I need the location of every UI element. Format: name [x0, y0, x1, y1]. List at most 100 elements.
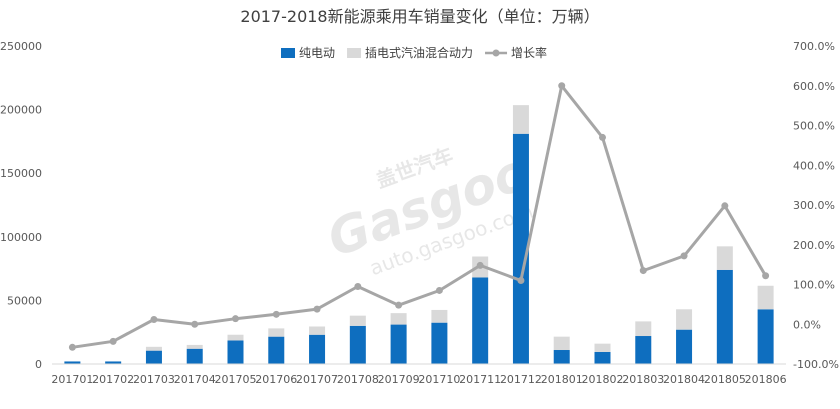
bar-phev [635, 321, 652, 337]
growth-rate-point [150, 315, 158, 323]
x-tick-label: 201712 [500, 373, 542, 386]
legend-point-marker [492, 49, 500, 57]
bar-bev [594, 351, 611, 364]
y-left-tick-label: 250000 [0, 40, 42, 53]
x-tick-label: 201705 [215, 373, 257, 386]
growth-rate-point [558, 82, 566, 90]
bar-bev [431, 322, 448, 364]
x-tick-label: 201704 [174, 373, 216, 386]
growth-rate-point [395, 301, 403, 309]
y-right-tick-label: -100.0% [793, 358, 839, 371]
x-tick-label: 201803 [622, 373, 664, 386]
x-tick-label: 201709 [378, 373, 420, 386]
x-tick-label: 201706 [255, 373, 297, 386]
y-right-tick-label: 600.0% [793, 80, 835, 93]
growth-rate-point [272, 310, 280, 318]
x-tick-label: 201701 [51, 373, 93, 386]
x-tick-label: 201805 [704, 373, 746, 386]
growth-rate-series [68, 82, 770, 351]
growth-rate-line [72, 84, 767, 349]
bar-phev [349, 315, 366, 326]
x-tick-label: 201702 [92, 373, 134, 386]
bar-bev [309, 334, 326, 364]
y-left-tick-label: 200000 [0, 104, 42, 117]
chart-title: 2017-2018新能源乘用车销量变化（单位：万辆） [240, 7, 599, 26]
bar-phev [145, 346, 162, 351]
bar-bev [227, 340, 244, 364]
growth-rate-point [721, 202, 729, 210]
growth-rate-point [109, 337, 117, 345]
y-right-tick-label: 700.0% [793, 40, 835, 53]
growth-rate-point [599, 133, 606, 141]
legend-label: 插电式汽油混合动力 [365, 45, 473, 60]
y-left-tick-label: 100000 [0, 231, 42, 244]
bar-bev [512, 133, 529, 364]
y-right-tick-label: 400.0% [793, 159, 835, 172]
x-tick-label: 201711 [459, 373, 501, 386]
x-tick-label: 201707 [296, 373, 338, 386]
bar-bev [64, 361, 81, 364]
legend-label: 纯电动 [299, 46, 335, 60]
bar-bev [268, 336, 285, 364]
growth-rate-point [517, 277, 525, 285]
growth-rate-point [68, 343, 76, 351]
bar-bev [676, 329, 693, 364]
bar-phev [309, 326, 326, 335]
bar-bev [635, 336, 652, 364]
bar-phev [553, 336, 570, 351]
bar-phev [268, 328, 285, 337]
bar-bev [349, 325, 366, 364]
growth-rate-point [354, 282, 362, 290]
bar-phev [186, 344, 203, 349]
x-tick-label: 201806 [745, 373, 787, 386]
x-tick-label: 201710 [418, 373, 460, 386]
x-tick-label: 201703 [133, 373, 175, 386]
y-left-tick-label: 150000 [0, 167, 42, 180]
legend: 纯电动 插电式汽油混合动力 增长率 [281, 45, 547, 60]
bar-phev [227, 334, 244, 341]
bar-bev [186, 348, 203, 364]
bar-bev [757, 309, 774, 364]
bar-bev [390, 324, 407, 364]
growth-rate-point [313, 305, 321, 313]
growth-rate-point [476, 261, 484, 269]
bar-series [64, 105, 774, 364]
growth-rate-point [762, 272, 770, 280]
growth-rate-point [232, 315, 239, 323]
growth-rate-point [435, 286, 443, 294]
gasgoo-watermark: 盖世汽车 Gasgoo auto.gasgoo.com [320, 142, 536, 280]
y-right-tick-label: 100.0% [793, 279, 835, 292]
y-right-tick-label: 0.0% [793, 318, 821, 331]
legend-swatch [281, 48, 295, 58]
bar-phev [390, 313, 407, 325]
bar-bev [145, 350, 162, 364]
bar-phev [431, 309, 448, 323]
left-y-axis: 0 50000 100000 150000 200000 250000 [0, 40, 42, 371]
bar-phev [512, 105, 529, 134]
legend-swatch [347, 48, 362, 58]
bar-phev [716, 246, 733, 270]
growth-rate-point [191, 320, 199, 328]
bar-bev [553, 350, 570, 364]
right-y-axis: -100.0% 0.0% 100.0% 200.0% 300.0% 400.0% 500.0… [793, 40, 839, 371]
y-left-tick-label: 0 [35, 358, 42, 371]
y-right-tick-label: 200.0% [793, 239, 835, 252]
growth-rate-point [639, 267, 647, 275]
x-tick-label: 201801 [541, 373, 583, 386]
bar-phev [676, 309, 693, 330]
y-right-tick-label: 500.0% [793, 120, 835, 133]
bar-phev [594, 343, 611, 352]
y-right-tick-label: 300.0% [793, 199, 835, 212]
x-tick-label: 201802 [582, 373, 624, 386]
bar-bev [472, 277, 489, 364]
x-tick-label: 201708 [337, 373, 379, 386]
bar-phev [757, 285, 774, 310]
y-left-tick-label: 50000 [7, 294, 42, 307]
legend-label: 增长率 [511, 45, 547, 60]
growth-rate-point [680, 252, 688, 260]
x-tick-label: 201804 [663, 373, 705, 386]
bar-bev [105, 361, 122, 364]
x-axis: 2017012017022017032017042017052017062017… [51, 373, 786, 386]
